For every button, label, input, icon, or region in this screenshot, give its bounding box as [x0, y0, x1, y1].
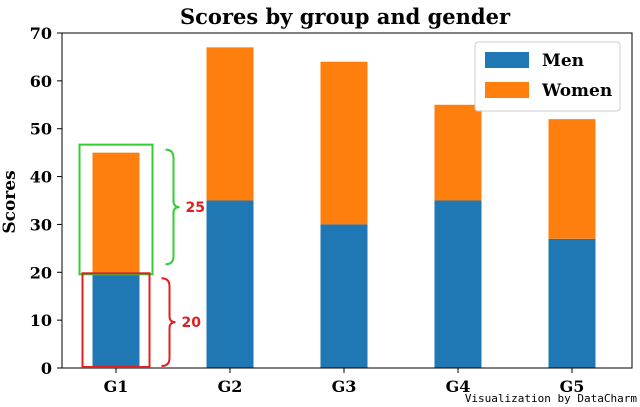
y-tick-label: 50: [30, 120, 52, 139]
annotations: 25 20: [78, 143, 206, 368]
y-tick-label: 40: [30, 168, 52, 187]
bar-g2-women: [206, 47, 254, 201]
x-tick-label: G2: [218, 377, 243, 396]
bar-g2-men: [206, 200, 254, 368]
bar-g1-men: [92, 272, 140, 368]
axes-frame: [61, 32, 633, 369]
bar-g3-women: [320, 61, 368, 225]
y-tick-label: 0: [41, 359, 52, 378]
y-tick-label: 70: [30, 24, 52, 43]
chart-title: Scores by group and gender: [180, 4, 511, 29]
y-tick-label: 60: [30, 72, 52, 91]
x-tick-label: G4: [446, 377, 471, 396]
bar-g1-women: [92, 152, 140, 273]
annotation-label-women: 25: [186, 200, 205, 216]
plot-area: 0 10 20 30 40 50 60 70 G1 G2 G3 G4 G5: [30, 24, 633, 396]
bar-g4-women: [434, 104, 482, 201]
legend-swatch-men: [485, 52, 529, 68]
legend-label-men: Men: [542, 51, 584, 71]
legend: Men Women: [474, 41, 621, 112]
y-tick-label: 20: [30, 263, 52, 282]
bar-g4-men: [434, 200, 482, 368]
x-tick-label: G5: [560, 377, 585, 396]
bar-g3-men: [320, 224, 368, 368]
annotation-bracket-men: [161, 277, 176, 367]
legend-swatch-women: [485, 82, 529, 98]
watermark: Visualization by DataCharm: [465, 392, 638, 405]
x-tick-label: G1: [104, 377, 129, 396]
x-tick-label: G3: [332, 377, 357, 396]
annotation-box-men: [81, 272, 151, 368]
bar-g5-women: [548, 119, 596, 239]
legend-label-women: Women: [541, 81, 612, 101]
bar-g5-men: [548, 238, 596, 368]
y-tick-label: 30: [30, 215, 52, 234]
y-tick-label: 10: [30, 311, 52, 330]
annotation-label-men: 20: [182, 315, 202, 331]
y-axis-label: Scores: [0, 170, 20, 233]
annotation-bracket-women: [165, 148, 180, 266]
